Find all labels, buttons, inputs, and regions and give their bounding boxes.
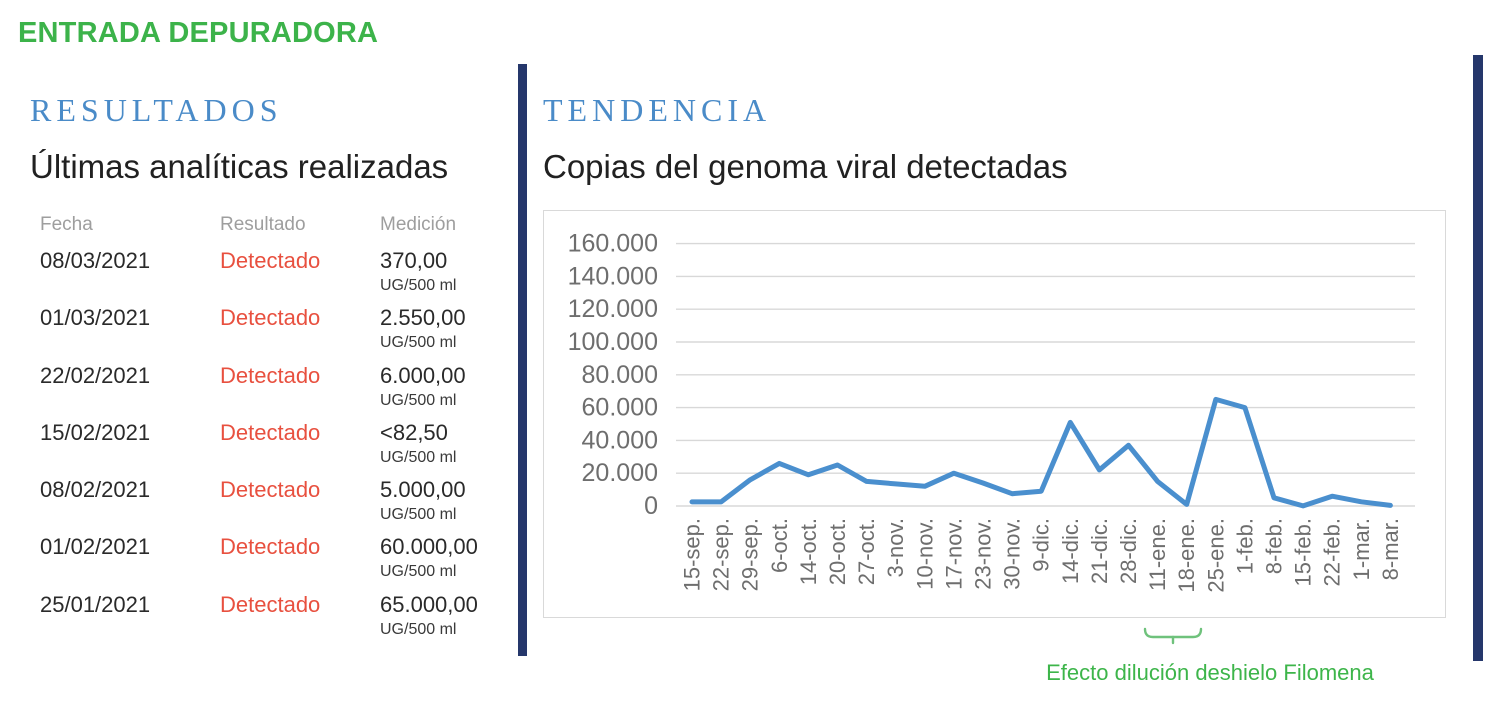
row-fecha: 15/02/2021 — [40, 419, 151, 445]
x-tick-label: 6-oct. — [767, 518, 792, 573]
table-row: 08/03/2021 Detectado 370,00 UG/500 ml — [40, 248, 500, 305]
column-header-resultado: Resultado — [220, 214, 306, 235]
results-table: Fecha Resultado Medición 08/03/2021 Detec… — [40, 214, 500, 649]
row-medicion-unit: UG/500 ml — [380, 277, 457, 294]
trend-line — [689, 396, 1393, 509]
trend-chart-svg: 0 20.000 40.000 60.000 80.000 100.000 120.000 1… — [568, 230, 1415, 593]
y-tick-label: 160.000 — [568, 230, 658, 258]
table-row: 22/02/2021 Detectado 6.000,00 UG/500 ml — [40, 363, 500, 420]
trend-section-title: TENDENCIA — [543, 92, 772, 128]
y-gridlines — [676, 242, 1415, 507]
x-tick-label: 28-dic. — [1116, 518, 1141, 584]
row-medicion-unit: UG/500 ml — [380, 334, 457, 352]
row-medicion-value: 5.000,00 — [380, 477, 466, 503]
row-medicion: <82,50 UG/500 ml — [380, 420, 456, 467]
y-tick-label: 80.000 — [582, 361, 658, 389]
results-subtitle: Últimas analíticas realizadas — [30, 148, 449, 185]
y-tick-label: 40.000 — [582, 426, 658, 454]
x-tick-label: 10-nov. — [912, 518, 937, 590]
row-fecha: 01/02/2021 — [40, 534, 151, 560]
row-medicion: 2.550,00 UG/500 ml — [380, 305, 466, 352]
x-tick-label: 1-mar. — [1349, 518, 1374, 580]
y-tick-label: 60.000 — [582, 394, 658, 422]
results-table-body: 08/03/2021 Detectado 370,00 UG/500 ml 01/03/… — [40, 248, 500, 649]
row-resultado: Detectado — [220, 419, 321, 445]
right-edge-bar — [1473, 55, 1483, 661]
row-fecha: 22/02/2021 — [40, 362, 151, 388]
table-row: 25/01/2021 Detectado 65.000,00 UG/500 ml — [40, 592, 500, 649]
x-tick-label: 17-nov. — [941, 518, 966, 590]
row-medicion-value: 60.000,00 — [380, 534, 478, 560]
row-medicion: 370,00 UG/500 ml — [380, 248, 456, 295]
row-resultado: Detectado — [220, 591, 321, 617]
row-fecha: 08/02/2021 — [40, 477, 151, 503]
row-medicion-value: 370,00 — [380, 248, 448, 273]
y-tick-label: 0 — [644, 492, 658, 520]
row-medicion-value: <82,50 — [380, 419, 448, 445]
x-tick-label: 15-feb. — [1291, 518, 1316, 587]
x-tick-label: 8-feb. — [1262, 518, 1287, 574]
row-fecha: 08/03/2021 — [40, 248, 151, 273]
page-title: ENTRADA DEPURADORA — [18, 17, 379, 49]
results-section-title: RESULTADOS — [30, 92, 283, 128]
column-header-medicion: Medición — [380, 214, 457, 235]
filomena-brace-icon — [1143, 627, 1203, 645]
row-medicion: 5.000,00 UG/500 ml — [380, 477, 466, 524]
row-medicion: 6.000,00 UG/500 ml — [380, 363, 466, 410]
x-tick-label: 29-sep. — [738, 518, 763, 591]
x-tick-label: 27-oct. — [854, 518, 879, 585]
row-fecha: 01/03/2021 — [40, 305, 151, 331]
x-tick-label: 15-sep. — [680, 518, 705, 591]
x-tick-label: 30-nov. — [1000, 518, 1025, 590]
x-tick-label: 1-feb. — [1232, 518, 1257, 574]
x-tick-label: 11-ene. — [1145, 518, 1170, 591]
table-row: 01/02/2021 Detectado 60.000,00 UG/500 ml — [40, 534, 500, 591]
y-tick-label: 140.000 — [568, 262, 658, 290]
row-medicion: 60.000,00 UG/500 ml — [380, 534, 478, 581]
row-resultado: Detectado — [220, 477, 321, 503]
x-tick-label: 14-oct. — [796, 518, 821, 585]
x-tick-label: 22-sep. — [709, 518, 734, 591]
row-medicion: 65.000,00 UG/500 ml — [380, 592, 478, 639]
y-tick-label: 20.000 — [582, 459, 658, 487]
y-tick-label: 100.000 — [568, 328, 658, 356]
row-resultado: Detectado — [220, 534, 321, 560]
annotation-label: Efecto dilución deshielo Filomena — [1046, 660, 1374, 685]
row-medicion-value: 65.000,00 — [380, 591, 478, 617]
row-medicion-unit: UG/500 ml — [380, 506, 457, 524]
x-tick-label: 3-nov. — [883, 518, 908, 578]
y-tick-labels: 0 20.000 40.000 60.000 80.000 100.000 120.000 1… — [568, 230, 658, 520]
chart-title: Copias del genoma viral detectadas — [543, 148, 1068, 185]
x-tick-label: 22-feb. — [1320, 518, 1345, 587]
row-resultado: Detectado — [220, 248, 321, 273]
x-tick-label: 21-dic. — [1087, 518, 1112, 584]
x-tick-label: 20-oct. — [825, 518, 850, 585]
row-medicion-unit: UG/500 ml — [380, 448, 457, 466]
table-row: 15/02/2021 Detectado <82,50 UG/500 ml — [40, 420, 500, 477]
x-tick-label: 25-ene. — [1203, 518, 1228, 593]
panel-divider — [518, 64, 527, 656]
row-resultado: Detectado — [220, 362, 321, 388]
y-tick-label: 120.000 — [568, 295, 658, 323]
table-row: 01/03/2021 Detectado 2.550,00 UG/500 ml — [40, 305, 500, 362]
trend-chart: 0 20.000 40.000 60.000 80.000 100.000 120.000 1… — [543, 210, 1446, 618]
x-tick-label: 23-nov. — [971, 518, 996, 590]
row-medicion-value: 2.550,00 — [380, 305, 466, 331]
row-resultado: Detectado — [220, 305, 321, 331]
row-medicion-value: 6.000,00 — [380, 362, 466, 388]
x-tick-label: 18-ene. — [1174, 518, 1199, 593]
row-medicion-unit: UG/500 ml — [380, 563, 457, 581]
row-medicion-unit: UG/500 ml — [380, 620, 457, 638]
x-tick-label: 14-dic. — [1058, 518, 1083, 584]
results-table-header: Fecha Resultado Medición — [40, 214, 500, 248]
x-tick-label: 8-mar. — [1378, 518, 1403, 580]
table-row: 08/02/2021 Detectado 5.000,00 UG/500 ml — [40, 477, 500, 534]
row-fecha: 25/01/2021 — [40, 591, 151, 617]
x-tick-label: 9-dic. — [1029, 518, 1054, 572]
row-medicion-unit: UG/500 ml — [380, 391, 457, 409]
x-tick-labels: 15-sep. 22-sep. 29-sep. 6-oct. 14-oct. 20-oct… — [680, 518, 1403, 593]
column-header-fecha: Fecha — [40, 214, 93, 235]
